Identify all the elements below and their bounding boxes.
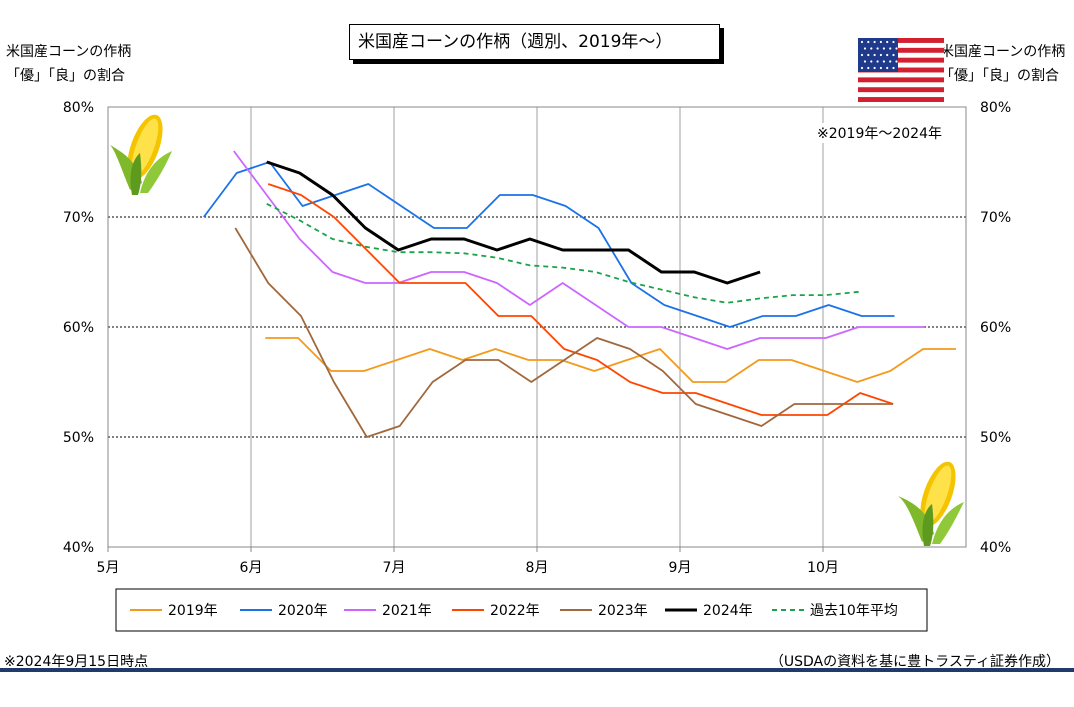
y-axis-label-left-line1: 米国産コーンの作柄 [6, 44, 132, 60]
y-tick-label-right: 60% [980, 320, 1011, 336]
y-tick-label-right: 70% [980, 210, 1011, 226]
corn-icon [898, 461, 964, 546]
chart-title: 米国産コーンの作柄（週別、2019年～） [349, 24, 720, 60]
series-line-1 [203, 161, 895, 328]
legend-label: 2022年 [490, 603, 540, 619]
footer-date-note: ※2024年9月15日時点 [4, 654, 149, 670]
y-tick-label-left: 70% [63, 210, 94, 226]
series-line-2 [233, 150, 925, 350]
x-tick-label: 9月 [669, 560, 692, 576]
x-tick-label: 8月 [526, 560, 549, 576]
legend-label: 2020年 [278, 603, 328, 619]
y-tick-label-right: 80% [980, 100, 1011, 116]
series-line-5 [266, 160, 761, 285]
footer-source-note: （USDAの資料を基に豊トラスティ証券作成） [769, 654, 1060, 670]
legend-label: 過去10年平均 [810, 603, 898, 619]
series-line-6 [266, 202, 859, 304]
y-tick-label-left: 60% [63, 320, 94, 336]
y-tick-label-right: 50% [980, 430, 1011, 446]
y-axis-label-left-line2: 「優」「良」の割合 [6, 68, 125, 84]
legend-label: 2021年 [382, 603, 432, 619]
x-tick-label: 10月 [807, 560, 839, 576]
y-tick-label-left: 50% [63, 430, 94, 446]
y-tick-label-left: 80% [63, 100, 94, 116]
period-note: ※2019年～2024年 [815, 123, 944, 143]
footer-bar [0, 668, 1074, 672]
legend-label: 2019年 [168, 603, 218, 619]
us-flag-icon [858, 38, 944, 102]
series-line-4 [234, 227, 894, 438]
x-tick-label: 7月 [383, 560, 406, 576]
y-tick-label-left: 40% [63, 540, 94, 556]
y-tick-label-right: 40% [980, 540, 1011, 556]
x-tick-label: 5月 [97, 560, 120, 576]
series-line-3 [267, 183, 894, 416]
corn-icon [110, 114, 172, 195]
y-axis-label-right-line2: 「優」「良」の割合 [940, 68, 1059, 84]
y-axis-label-left: 米国産コーンの作柄 「優」「良」の割合 [6, 40, 131, 88]
x-tick-label: 6月 [240, 560, 263, 576]
y-axis-label-right: 米国産コーンの作柄 「優」「良」の割合 [940, 40, 1065, 88]
legend-label: 2024年 [703, 603, 753, 619]
series-line-0 [265, 337, 956, 383]
y-axis-label-right-line1: 米国産コーンの作柄 [940, 44, 1066, 60]
legend-label: 2023年 [598, 603, 648, 619]
